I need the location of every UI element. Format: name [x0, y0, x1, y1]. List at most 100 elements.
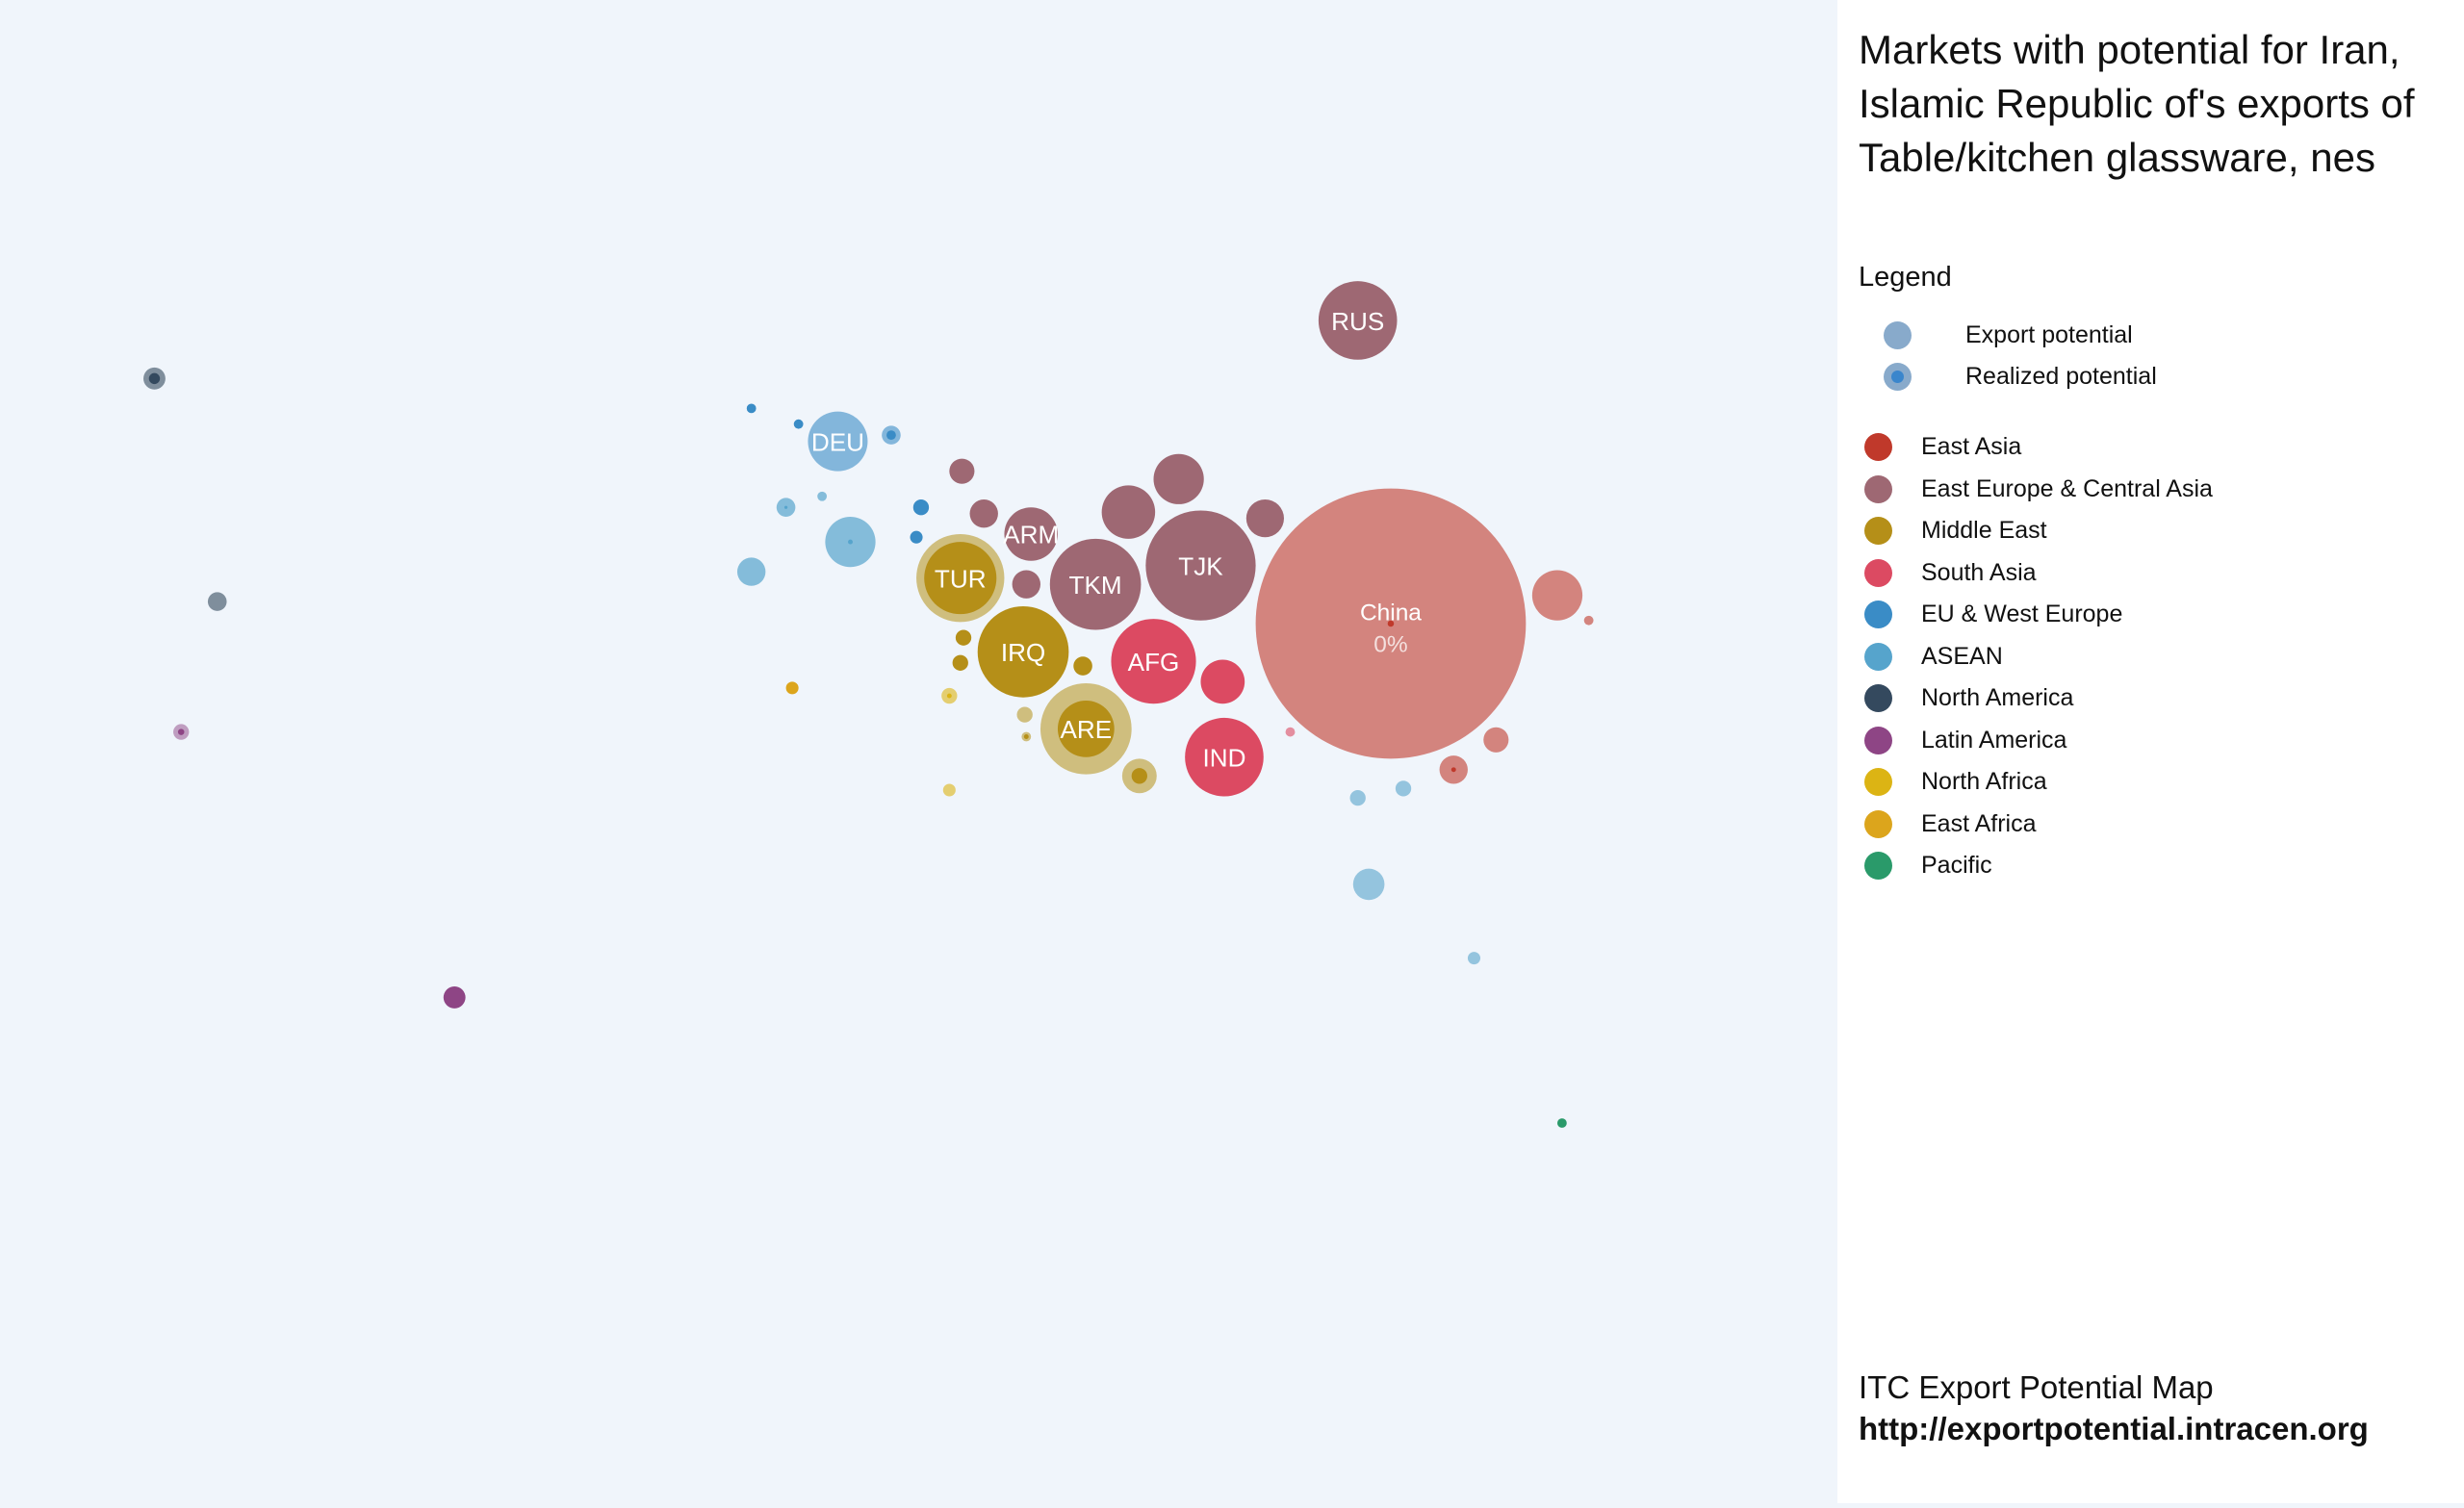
market-bubble-irq[interactable]: IRQ [977, 606, 1069, 698]
market-label: IRQ [1001, 638, 1045, 667]
market-bubble[interactable] [1012, 570, 1040, 599]
market-bubble[interactable] [1531, 570, 1583, 621]
bubble-map: China 0% RUS TJK TKM ARM TUR IRQ ARE AFG IND DEU [143, 281, 1594, 1128]
legend-label: EU & West Europe [1921, 601, 2123, 627]
market-bubble-ind[interactable]: IND [1185, 717, 1264, 797]
market-bubble[interactable] [1349, 789, 1366, 806]
realized-potential-circle [924, 542, 997, 615]
realized-potential-circle [148, 372, 161, 385]
export-potential-circle [1556, 1118, 1567, 1128]
footer-source: ITC Export Potential Map [1859, 1369, 2214, 1405]
legend-color-icon [1864, 601, 1892, 628]
market-bubble[interactable] [736, 557, 766, 586]
legend-item-north-africa: North Africa [1864, 768, 2047, 796]
market-label: ARE [1060, 715, 1112, 744]
legend-color-icon [1864, 809, 1892, 838]
legend-label: North Africa [1921, 768, 2047, 795]
market-bubble[interactable] [785, 681, 799, 695]
market-bubble[interactable] [1483, 727, 1509, 753]
market-bubble[interactable] [825, 516, 876, 568]
legend-item-east-asia: East Asia [1864, 433, 2021, 461]
market-bubble[interactable] [1021, 731, 1032, 742]
market-bubble-deu[interactable]: DEU [808, 411, 868, 472]
market-bubble[interactable] [1200, 659, 1245, 704]
market-bubble[interactable] [910, 530, 923, 544]
market-bubble-afg[interactable]: AFG [1111, 619, 1196, 704]
market-bubble-arm[interactable]: ARM [1003, 507, 1059, 561]
market-label: AFG [1128, 648, 1180, 677]
market-bubble[interactable] [882, 425, 901, 445]
market-label: DEU [811, 427, 864, 456]
market-bubble[interactable] [952, 654, 968, 671]
market-bubble[interactable] [1439, 755, 1468, 784]
export-potential-circle [808, 411, 868, 472]
market-bubble[interactable] [969, 499, 998, 528]
market-bubble[interactable] [776, 498, 796, 517]
market-bubble[interactable] [173, 724, 190, 740]
market-bubble[interactable] [1285, 727, 1296, 737]
market-bubble[interactable] [1101, 485, 1156, 539]
legend-item-latin-america: Latin America [1864, 726, 2067, 754]
market-bubble[interactable] [746, 403, 757, 414]
legend-label: Middle East [1921, 517, 2047, 544]
export-potential-circle [955, 629, 972, 646]
export-potential-circle [1583, 615, 1594, 626]
legend-label: Pacific [1921, 852, 1992, 879]
export-potential-circle [1073, 656, 1092, 676]
market-bubble[interactable] [1121, 758, 1157, 794]
market-bubble[interactable] [942, 783, 956, 797]
market-bubble[interactable] [1556, 1118, 1567, 1128]
market-bubble[interactable] [1395, 780, 1412, 797]
market-bubble[interactable] [912, 499, 930, 516]
market-bubble-tjk[interactable]: TJK [1145, 510, 1256, 621]
market-bubble[interactable] [1073, 656, 1092, 676]
legend-label: Export potential [1965, 321, 2133, 348]
realized-potential-circle [1387, 620, 1395, 627]
market-bubble[interactable] [941, 687, 958, 704]
legend-item-middle-east: Middle East [1864, 517, 2047, 545]
export-potential-circle [1349, 789, 1366, 806]
market-bubble[interactable] [443, 986, 466, 1009]
export-potential-circle [1004, 507, 1058, 561]
market-bubble-rus[interactable]: RUS [1318, 281, 1398, 360]
export-potential-circle [785, 681, 799, 695]
export-potential-circle [1111, 619, 1196, 704]
market-bubble[interactable] [817, 491, 828, 501]
realized-potential-circle [1057, 700, 1115, 757]
market-bubble[interactable] [793, 419, 804, 429]
market-label: RUS [1331, 307, 1384, 336]
market-bubble[interactable] [949, 458, 975, 484]
export-potential-circle [793, 419, 804, 429]
market-bubble[interactable] [1153, 453, 1204, 504]
market-bubble-are[interactable]: ARE [1040, 683, 1132, 775]
export-potential-circle [1185, 717, 1264, 797]
legend-color-icon [1864, 852, 1892, 880]
market-bubble-china[interactable]: China 0% [1255, 488, 1527, 759]
market-bubble[interactable] [1352, 868, 1385, 901]
market-bubble-tkm[interactable]: TKM [1049, 538, 1142, 630]
footer-url[interactable]: http://exportpotential.intracen.org [1859, 1411, 2369, 1446]
legend-label: ASEAN [1921, 642, 2003, 670]
export-potential-circle [1145, 510, 1256, 621]
export-potential-circle [1531, 570, 1583, 621]
export-potential-circle [910, 530, 923, 544]
export-potential-circle [1285, 727, 1296, 737]
market-bubble[interactable] [1016, 706, 1033, 723]
export-potential-circle [1318, 281, 1398, 360]
realized-potential-circle [177, 728, 185, 735]
legend-color-icon [1864, 558, 1892, 587]
market-realized-percent: 0% [1373, 631, 1407, 657]
market-label: TUR [935, 564, 987, 593]
market-bubble-tur[interactable]: TUR [916, 533, 1005, 623]
market-label: ARM [1003, 521, 1059, 550]
market-bubble[interactable] [1583, 615, 1594, 626]
export-potential-circle [1153, 453, 1204, 504]
market-bubble[interactable] [1467, 952, 1481, 965]
market-bubble[interactable] [143, 367, 166, 390]
legend-label: Latin America [1921, 726, 2067, 754]
market-bubble[interactable] [955, 629, 972, 646]
market-bubble[interactable] [1245, 499, 1284, 538]
export-potential-icon [1884, 321, 1912, 349]
legend-item-south-asia: South Asia [1864, 558, 2037, 587]
market-bubble[interactable] [207, 592, 227, 611]
